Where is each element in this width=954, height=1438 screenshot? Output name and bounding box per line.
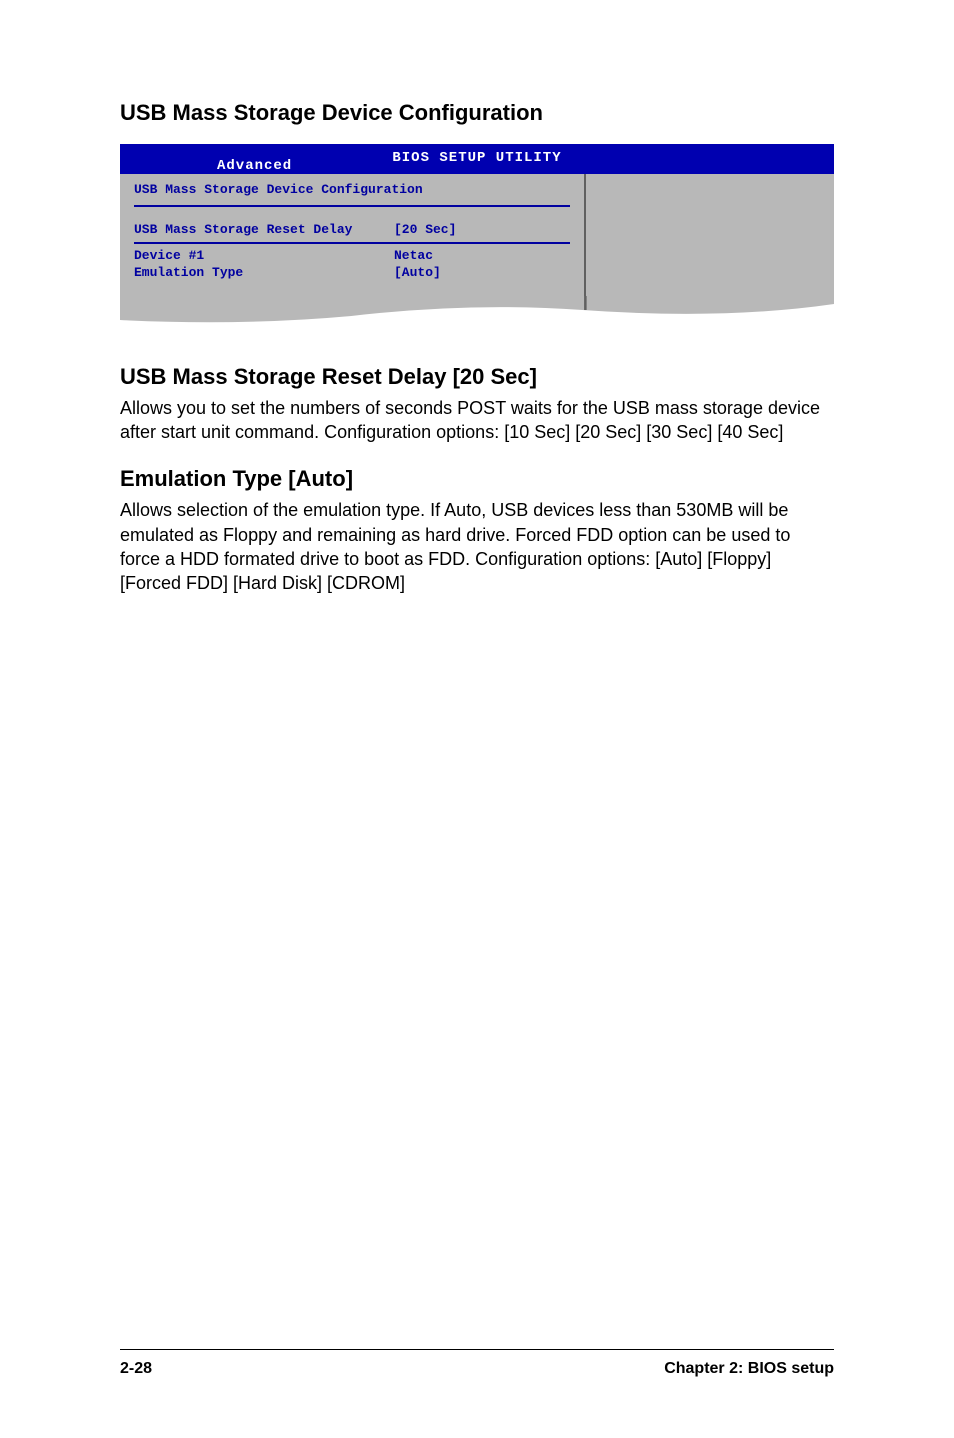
bios-label: Emulation Type: [134, 264, 394, 282]
bios-divider: [134, 242, 570, 244]
subsection-title-emulation: Emulation Type [Auto]: [120, 466, 834, 492]
bios-header: BIOS SETUP UTILITY Advanced: [120, 144, 834, 174]
bios-label: USB Mass Storage Reset Delay: [134, 221, 394, 239]
body-text-emulation: Allows selection of the emulation type. …: [120, 498, 834, 595]
bios-header-title: BIOS SETUP UTILITY: [392, 150, 561, 166]
footer-divider: [120, 1349, 834, 1350]
bios-row-device: Device #1 Netac: [134, 247, 570, 265]
bios-row-emulation: Emulation Type [Auto]: [134, 264, 570, 282]
section-title: USB Mass Storage Device Configuration: [120, 100, 834, 126]
subsection-title-reset-delay: USB Mass Storage Reset Delay [20 Sec]: [120, 364, 834, 390]
footer-chapter-label: Chapter 2: BIOS setup: [664, 1360, 834, 1378]
body-text-reset-delay: Allows you to set the numbers of seconds…: [120, 396, 834, 445]
bios-config-title: USB Mass Storage Device Configuration: [134, 182, 570, 202]
bios-tab-advanced: Advanced: [215, 158, 294, 174]
footer-row: 2-28 Chapter 2: BIOS setup: [120, 1360, 834, 1378]
bios-label: Device #1: [134, 247, 394, 265]
bios-body: USB Mass Storage Device Configuration US…: [120, 174, 834, 296]
bios-right-panel: [584, 174, 834, 296]
bios-value: Netac: [394, 247, 570, 265]
bios-row-reset-delay: USB Mass Storage Reset Delay [20 Sec]: [134, 221, 570, 239]
bios-left-panel: USB Mass Storage Device Configuration US…: [120, 174, 584, 296]
bios-value: [Auto]: [394, 264, 570, 282]
bios-value: [20 Sec]: [394, 221, 570, 239]
page-footer: 2-28 Chapter 2: BIOS setup: [0, 1349, 954, 1378]
bios-divider: [134, 205, 570, 207]
bios-bottom-curve: [120, 296, 834, 326]
footer-page-number: 2-28: [120, 1360, 152, 1378]
bios-screenshot: BIOS SETUP UTILITY Advanced USB Mass Sto…: [120, 144, 834, 326]
